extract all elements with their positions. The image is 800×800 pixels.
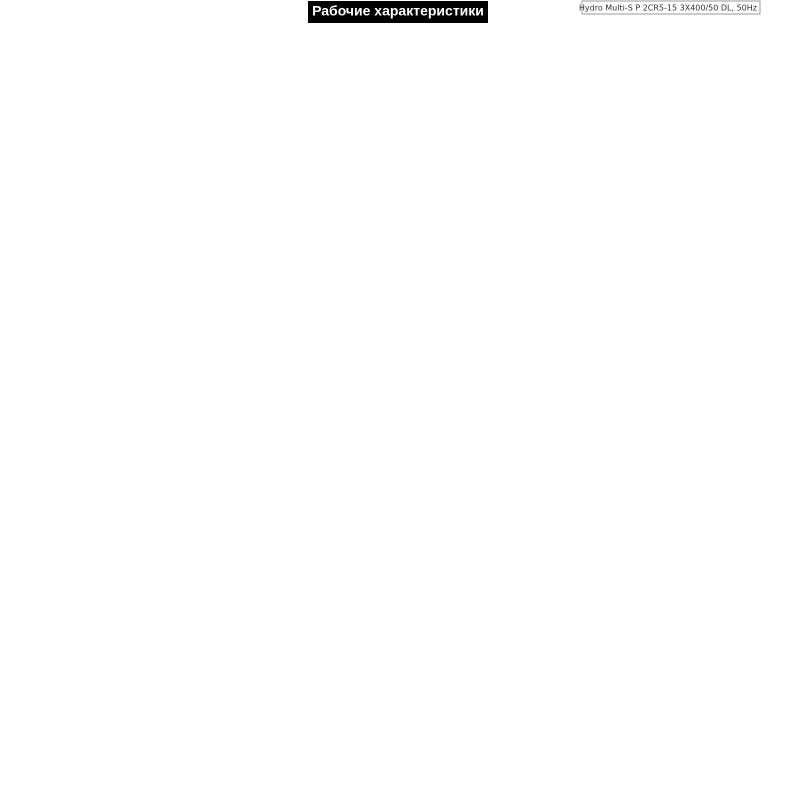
chart-title: Рабочие характеристики — [312, 3, 484, 19]
subtitle-box — [581, 0, 761, 15]
chart-subtitle: Hydro Multi-S P 2CR5-15 3X400/50 DL, 50H… — [579, 4, 757, 13]
title-box — [308, 1, 488, 23]
